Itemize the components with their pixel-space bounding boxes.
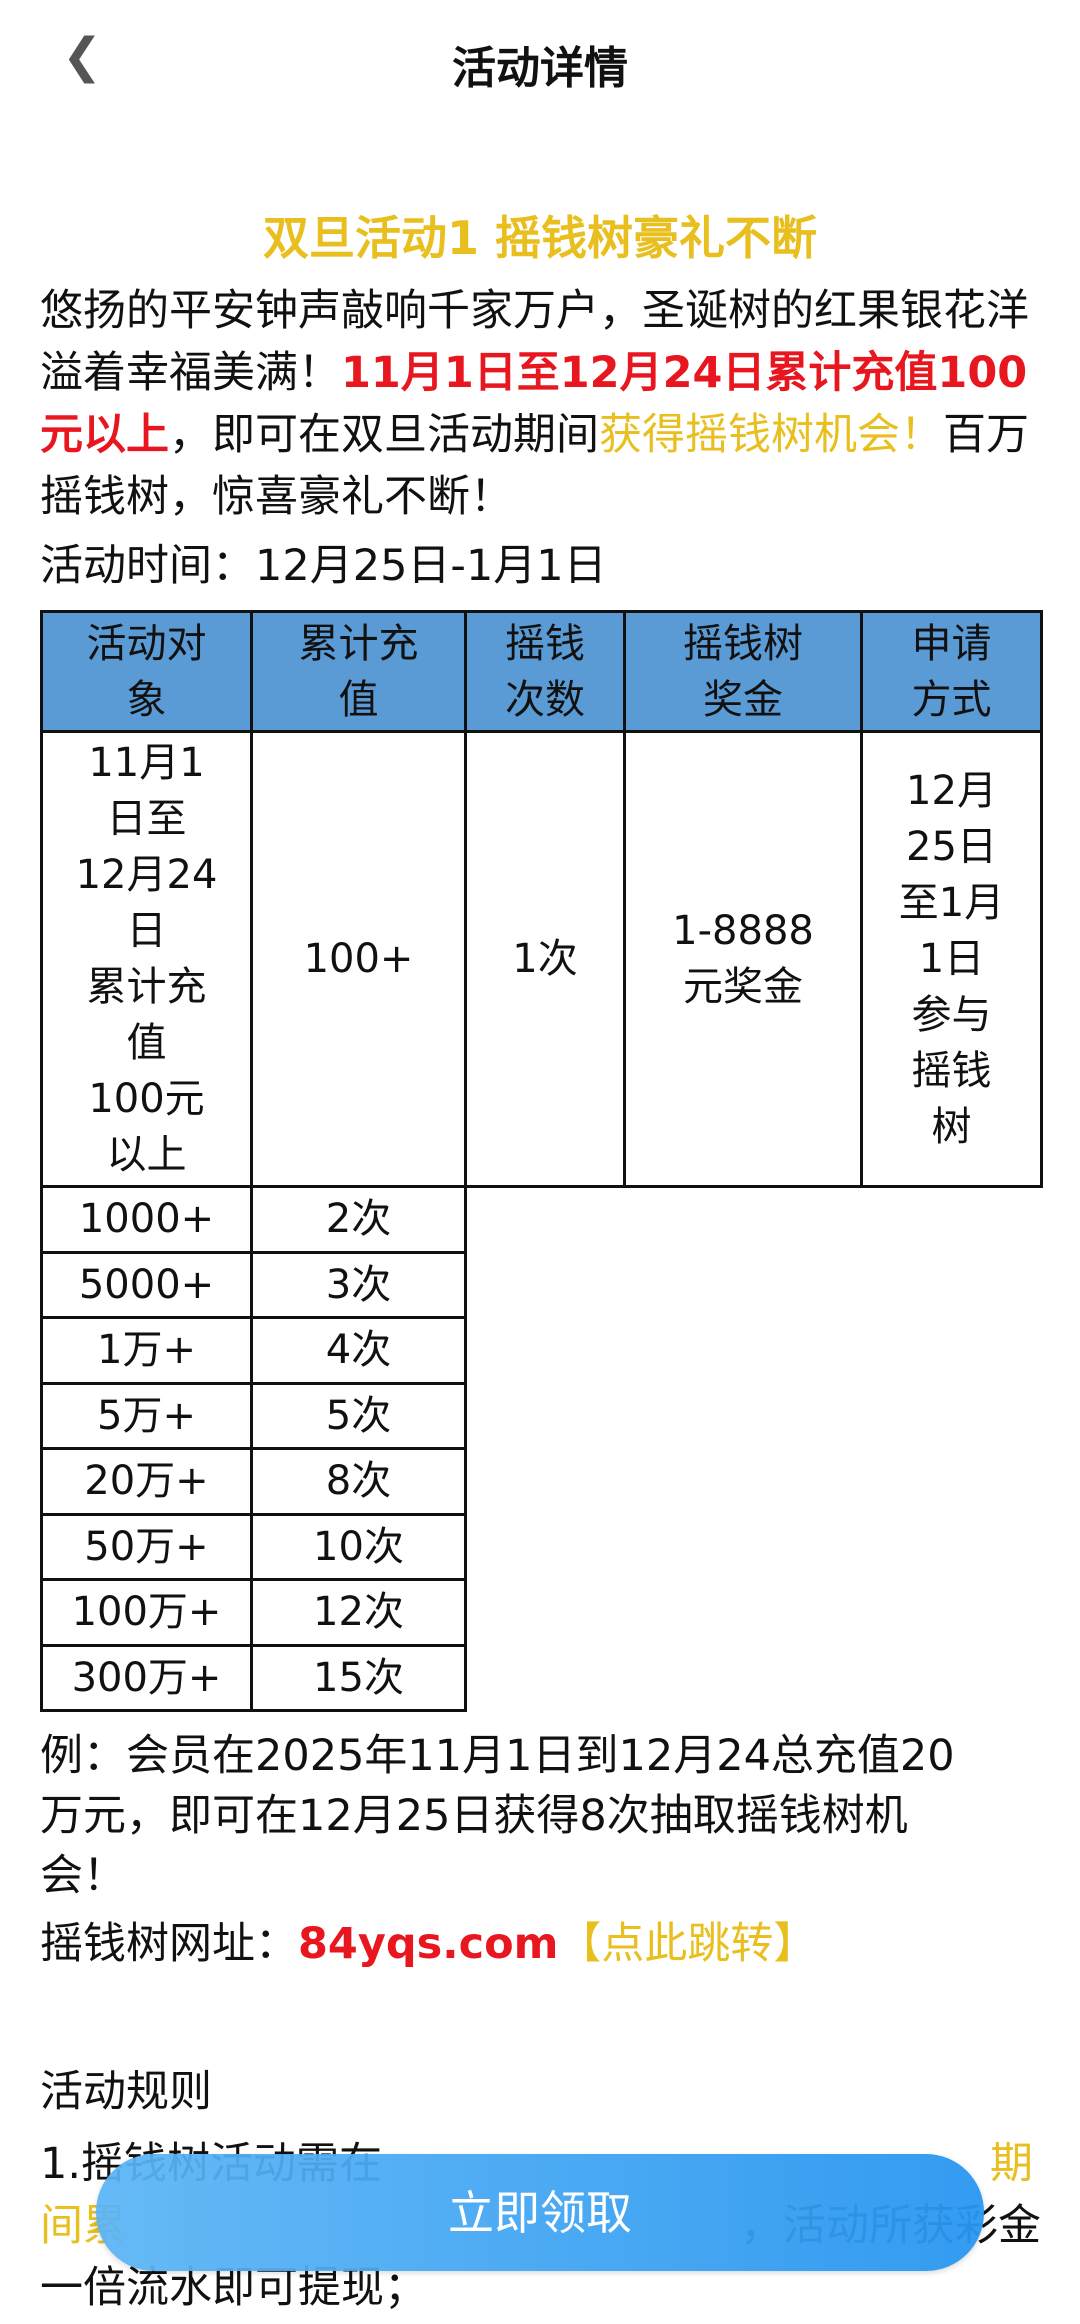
claim-now-label: 立即领取 [448,2185,632,2240]
column-header: 摇钱 次数 [464,610,626,733]
column-header: 申请 方式 [860,610,1043,733]
table-header-row: 活动对象累计充值摇钱 次数 摇钱树 奖金 申请 方式 [40,610,1043,733]
cell-line: 值 [338,676,379,723]
shake-count-cell: 5次 [250,1381,467,1450]
cell-line: 日 [126,908,167,954]
cell-line: 累计充 [86,964,207,1010]
link-row: 摇钱树网址：84yqs.com【点此跳转】 [40,1914,1050,1974]
article-title: 双旦活动1 摇钱树豪礼不断 [262,211,818,265]
cell-line: 值 [126,1020,167,1066]
table-row: 50万+ 10次 [40,1512,1042,1581]
table-row: 5万+ 5次 [40,1381,1042,1450]
intro-text-2: ，即可在双旦活动期间 [169,410,599,460]
cell-line: 申请 [911,620,992,667]
cell-line: 至1月 [898,880,1005,926]
shake-count-cell: 2次 [250,1185,467,1254]
cell-line: 11月1 [88,740,205,786]
shake-count-cell: 12次 [250,1578,467,1647]
shake-count-cell: 1次 [464,730,626,1188]
shake-count-cell: 8次 [250,1447,467,1516]
cell-line: 100元 [88,1076,205,1122]
recharge-cell: 100+ [250,730,467,1188]
recharge-cell: 50万+ [40,1512,253,1581]
cell-line: 树 [931,1104,972,1150]
cell-line: 象 [126,676,167,723]
link-label: 摇钱树网址： [40,1919,298,1969]
table-row: 11月1 日至 12月24 日累计充值 100元以上 100+ 1次 1-8888 元奖金 12月… [40,730,1043,1188]
intro-text-3: 百万摇钱树，惊喜豪礼不断！ [40,410,1029,522]
recharge-cell: 300万+ [40,1643,253,1712]
cell-line: 1日 [918,936,985,982]
intro-highlight-red: 11月1日至12月24日累计充值100元以上 [40,348,1028,460]
site-url-link[interactable]: 84yqs.com [298,1919,559,1969]
shake-count-cell: 10次 [250,1512,467,1581]
article: 双旦活动1 摇钱树豪礼不断 悠扬的平安钟声敲响千家万户，圣诞树的红果银花洋溢着幸… [40,208,1050,596]
claim-now-button[interactable]: 立即领取 [96,2154,984,2271]
table-row: 5000+ 3次 [40,1250,1042,1319]
column-header: 累计充值 [250,610,467,733]
cell-line: 方式 [911,676,992,723]
intro-highlight-yellow: 获得摇钱树机会！ [599,410,943,460]
column-header: 摇钱树 奖金 [623,610,863,733]
rules-title: 活动规则 [40,2067,212,2117]
chevron-left-icon[interactable]: ❮ [62,28,103,84]
column-header: 活动对象 [40,610,253,733]
recharge-cell: 20万+ [40,1447,253,1516]
example-line-2: 万元，即可在12月25日获得8次抽取摇钱树机 [40,1791,908,1841]
cell-line: 25日 [906,824,997,870]
method-cell: 12月 25日至1月 1日参与摇钱树 [860,730,1043,1188]
cell-line: 元奖金 [683,964,803,1010]
reward-table: 活动对象累计充值摇钱 次数 摇钱树 奖金 申请 方式 11月1 日至 12月24 日累计充值 10… [40,610,1043,1712]
cell-line: 活动对 [86,620,207,667]
cell-line: 累计充 [298,620,419,667]
cell-line: 12月 [906,768,997,814]
page-title: 活动详情 [452,43,628,94]
table-row: 1000+ 2次 [40,1185,1042,1254]
table-row: 20万+ 8次 [40,1447,1042,1516]
bonus-cell: 1-8888 元奖金 [623,730,863,1188]
recharge-cell: 1000+ [40,1185,253,1254]
jump-link[interactable]: 【点此跳转】 [558,1919,817,1969]
cell-line: 以上 [106,1132,187,1178]
shake-count-cell: 15次 [250,1643,467,1712]
header: ❮ 活动详情 [0,0,1080,122]
activity-time: 活动时间：12月25日-1月1日 [40,541,607,591]
cell-line: 1-8888 [672,908,814,954]
recharge-cell: 1万+ [40,1316,253,1385]
example-line-1: 例：会员在2025年11月1日到12月24总充值20 [40,1731,955,1781]
cell-line: 次数 [505,676,585,723]
table-row: 100万+ 12次 [40,1578,1042,1647]
recharge-cell: 5000+ [40,1250,253,1319]
shake-count-cell: 3次 [250,1250,467,1319]
recharge-cell: 5万+ [40,1381,253,1450]
cell-line: 12月24 [75,852,218,898]
recharge-cell: 100万+ [40,1578,253,1647]
intro-paragraph: 悠扬的平安钟声敲响千家万户，圣诞树的红果银花洋溢着幸福美满！11月1日至12月2… [40,280,1050,528]
table-row: 1万+ 4次 [40,1316,1042,1385]
cell-line: 参与 [911,992,992,1038]
cell-line: 奖金 [703,676,783,723]
example-line-3: 会！ [40,1851,126,1901]
table-row: 300万+ 15次 [40,1643,1042,1712]
cell-line: 摇钱 [911,1048,992,1094]
cell-line: 摇钱 [505,620,585,667]
cell-line: 摇钱树 [683,620,803,667]
cell-line: 日至 [106,796,187,842]
intro-text: 悠扬的平安钟声敲响千家万户，圣诞树的红果银花洋溢着幸福美满！ [40,286,1029,398]
example: 例：会员在2025年11月1日到12月24总充值20 万元，即可在12月25日获… [40,1726,1050,1906]
rule-line-1-end: 期 [990,2139,1033,2189]
target-cell: 11月1 日至 12月24 日累计充值 100元以上 [40,730,253,1188]
shake-count-cell: 4次 [250,1316,467,1385]
